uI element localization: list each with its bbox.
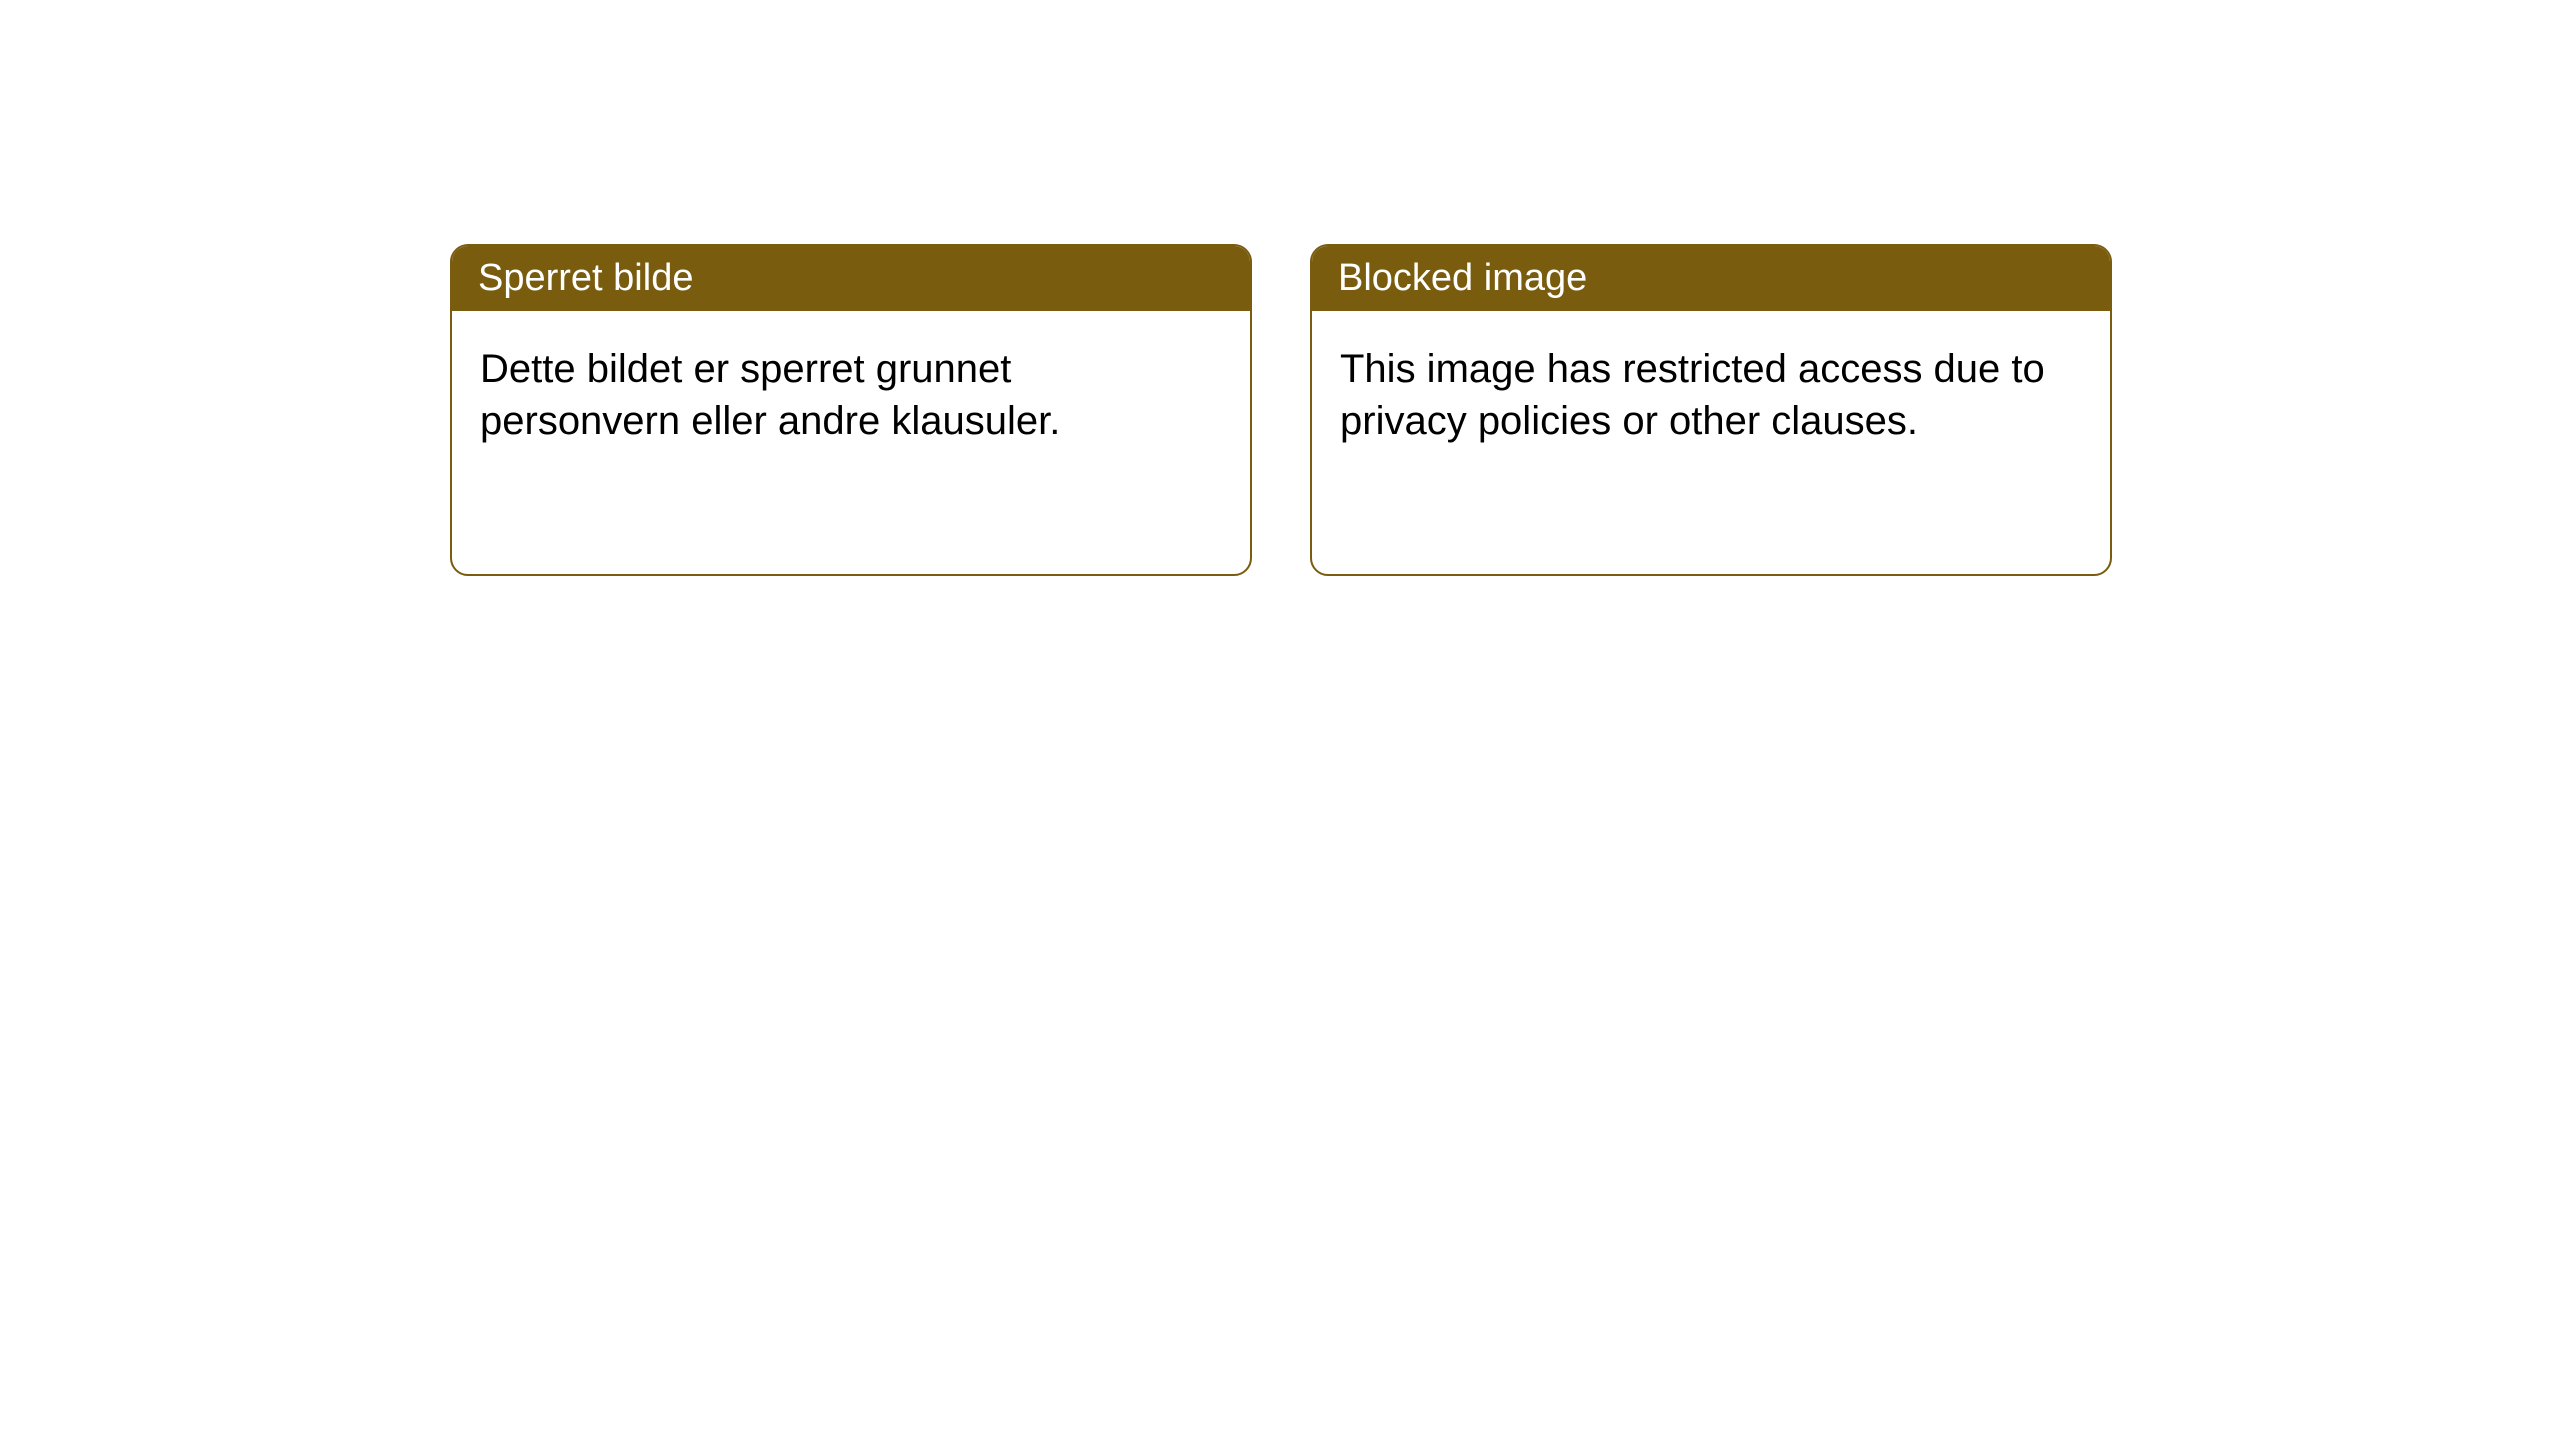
notice-header: Sperret bilde (452, 246, 1250, 311)
notice-title: Sperret bilde (478, 257, 693, 299)
notice-body: This image has restricted access due to … (1312, 311, 2110, 479)
notice-container: Sperret bilde Dette bildet er sperret gr… (450, 244, 2112, 576)
notice-message: This image has restricted access due to … (1340, 347, 2045, 443)
notice-card-english: Blocked image This image has restricted … (1310, 244, 2112, 576)
notice-card-norwegian: Sperret bilde Dette bildet er sperret gr… (450, 244, 1252, 576)
notice-header: Blocked image (1312, 246, 2110, 311)
notice-message: Dette bildet er sperret grunnet personve… (480, 347, 1060, 443)
notice-body: Dette bildet er sperret grunnet personve… (452, 311, 1250, 479)
notice-title: Blocked image (1338, 257, 1587, 299)
